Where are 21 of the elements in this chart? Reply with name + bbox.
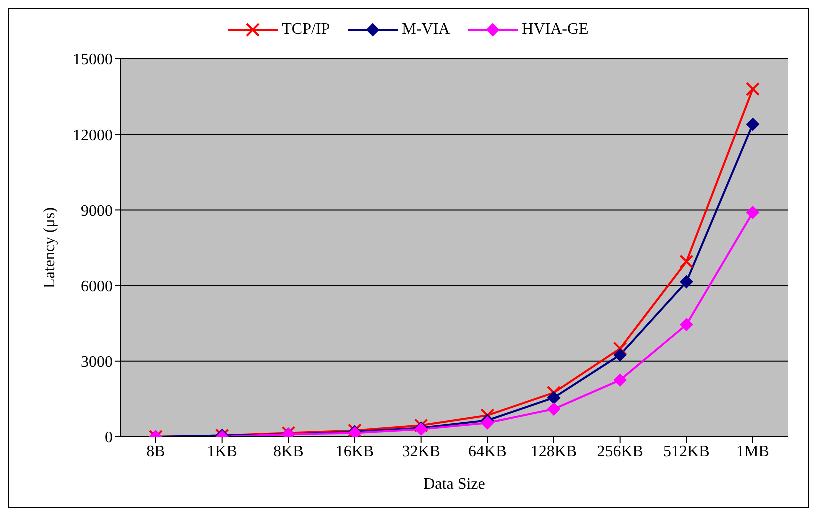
y-tick-label: 12000 xyxy=(73,127,113,144)
y-tick-label: 3000 xyxy=(81,354,113,372)
y-tick-label: 0 xyxy=(105,430,113,447)
x-tick-label: 256KB xyxy=(597,443,644,460)
x-tick-label: 128KB xyxy=(530,443,578,460)
x-tick-label: 64KB xyxy=(468,443,507,460)
y-tick-label: 9000 xyxy=(81,202,113,220)
y-axis-title: Latency (μs) xyxy=(42,208,59,288)
x-tick-label: 8KB xyxy=(274,443,304,460)
x-tick-label: 8B xyxy=(146,443,166,460)
x-axis-title: Data Size xyxy=(424,476,486,493)
legend-label: HVIA-GE xyxy=(522,21,589,39)
x-tick-label: 1MB xyxy=(736,443,770,460)
legend-label: M-VIA xyxy=(402,21,450,39)
x-tick-label: 32KB xyxy=(402,443,440,460)
x-tick-label: 1KB xyxy=(207,443,238,460)
y-tick-label: 6000 xyxy=(81,278,113,296)
legend-label: TCP/IP xyxy=(282,21,330,39)
x-tick-label: 16KB xyxy=(336,443,374,460)
x-tick-label: 512KB xyxy=(664,443,710,460)
y-tick-label: 15000 xyxy=(73,52,113,69)
